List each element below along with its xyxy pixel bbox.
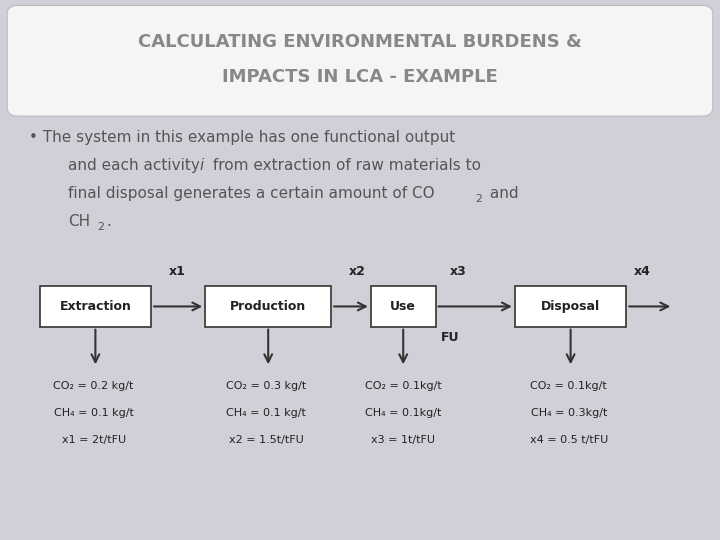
FancyBboxPatch shape (7, 5, 713, 116)
Text: CO₂ = 0.1kg/t: CO₂ = 0.1kg/t (365, 381, 441, 391)
Text: i: i (199, 158, 204, 173)
Text: CO₂ = 0.2 kg/t: CO₂ = 0.2 kg/t (53, 381, 134, 391)
Text: CH₄ = 0.3kg/t: CH₄ = 0.3kg/t (531, 408, 607, 418)
Text: x4: x4 (634, 265, 650, 278)
FancyBboxPatch shape (205, 286, 331, 327)
Text: CH₄ = 0.1 kg/t: CH₄ = 0.1 kg/t (54, 408, 133, 418)
Text: and: and (485, 186, 518, 201)
FancyBboxPatch shape (371, 286, 436, 327)
Text: Extraction: Extraction (60, 300, 131, 313)
Text: final disposal generates a certain amount of CO: final disposal generates a certain amoun… (68, 186, 435, 201)
Text: Production: Production (230, 300, 306, 313)
Text: • The system in this example has one functional output: • The system in this example has one fun… (29, 130, 455, 145)
Text: CH₄ = 0.1 kg/t: CH₄ = 0.1 kg/t (227, 408, 306, 418)
Text: 2: 2 (97, 222, 104, 232)
Text: x3: x3 (450, 265, 467, 278)
Text: Disposal: Disposal (541, 300, 600, 313)
Text: CALCULATING ENVIRONMENTAL BURDENS &: CALCULATING ENVIRONMENTAL BURDENS & (138, 33, 582, 51)
Text: x2 = 1.5t/tFU: x2 = 1.5t/tFU (229, 435, 304, 445)
Text: .: . (107, 214, 112, 230)
Text: x4 = 0.5 t/tFU: x4 = 0.5 t/tFU (530, 435, 608, 445)
Text: and each activity: and each activity (68, 158, 205, 173)
Text: x3 = 1t/tFU: x3 = 1t/tFU (372, 435, 435, 445)
Text: from extraction of raw materials to: from extraction of raw materials to (208, 158, 481, 173)
Text: x2: x2 (349, 265, 366, 278)
Text: Use: Use (390, 300, 416, 313)
Text: x1 = 2t/tFU: x1 = 2t/tFU (61, 435, 126, 445)
Text: x1: x1 (169, 265, 186, 278)
FancyBboxPatch shape (40, 286, 151, 327)
FancyBboxPatch shape (515, 286, 626, 327)
Text: 2: 2 (475, 194, 482, 204)
Text: CO₂ = 0.3 kg/t: CO₂ = 0.3 kg/t (226, 381, 307, 391)
Text: CO₂ = 0.1kg/t: CO₂ = 0.1kg/t (531, 381, 607, 391)
Text: CH₄ = 0.1kg/t: CH₄ = 0.1kg/t (365, 408, 441, 418)
Text: CH: CH (68, 214, 91, 230)
Text: FU: FU (441, 331, 459, 344)
Text: IMPACTS IN LCA - EXAMPLE: IMPACTS IN LCA - EXAMPLE (222, 68, 498, 86)
